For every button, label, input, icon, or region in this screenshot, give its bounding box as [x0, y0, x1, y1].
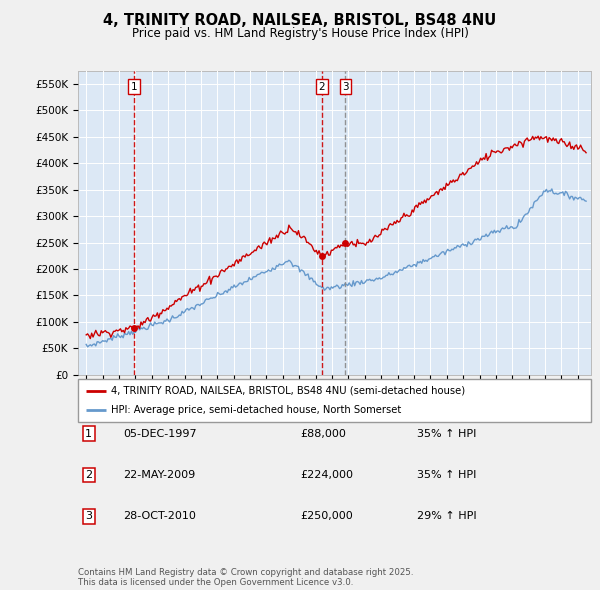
Text: £88,000: £88,000: [300, 429, 346, 438]
Text: 4, TRINITY ROAD, NAILSEA, BRISTOL, BS48 4NU (semi-detached house): 4, TRINITY ROAD, NAILSEA, BRISTOL, BS48 …: [112, 386, 466, 396]
Text: 29% ↑ HPI: 29% ↑ HPI: [417, 512, 476, 521]
Text: 4, TRINITY ROAD, NAILSEA, BRISTOL, BS48 4NU: 4, TRINITY ROAD, NAILSEA, BRISTOL, BS48 …: [103, 13, 497, 28]
Text: 35% ↑ HPI: 35% ↑ HPI: [417, 429, 476, 438]
Text: 35% ↑ HPI: 35% ↑ HPI: [417, 470, 476, 480]
Text: 2: 2: [85, 470, 92, 480]
Text: £224,000: £224,000: [300, 470, 353, 480]
Text: 3: 3: [342, 81, 349, 91]
Text: 05-DEC-1997: 05-DEC-1997: [123, 429, 197, 438]
Text: 1: 1: [131, 81, 137, 91]
Text: Price paid vs. HM Land Registry's House Price Index (HPI): Price paid vs. HM Land Registry's House …: [131, 27, 469, 40]
Text: 2: 2: [319, 81, 325, 91]
Text: HPI: Average price, semi-detached house, North Somerset: HPI: Average price, semi-detached house,…: [112, 405, 401, 415]
Text: Contains HM Land Registry data © Crown copyright and database right 2025.
This d: Contains HM Land Registry data © Crown c…: [78, 568, 413, 587]
Text: 28-OCT-2010: 28-OCT-2010: [123, 512, 196, 521]
Text: 1: 1: [85, 429, 92, 438]
Text: 3: 3: [85, 512, 92, 521]
Text: £250,000: £250,000: [300, 512, 353, 521]
Text: 22-MAY-2009: 22-MAY-2009: [123, 470, 195, 480]
